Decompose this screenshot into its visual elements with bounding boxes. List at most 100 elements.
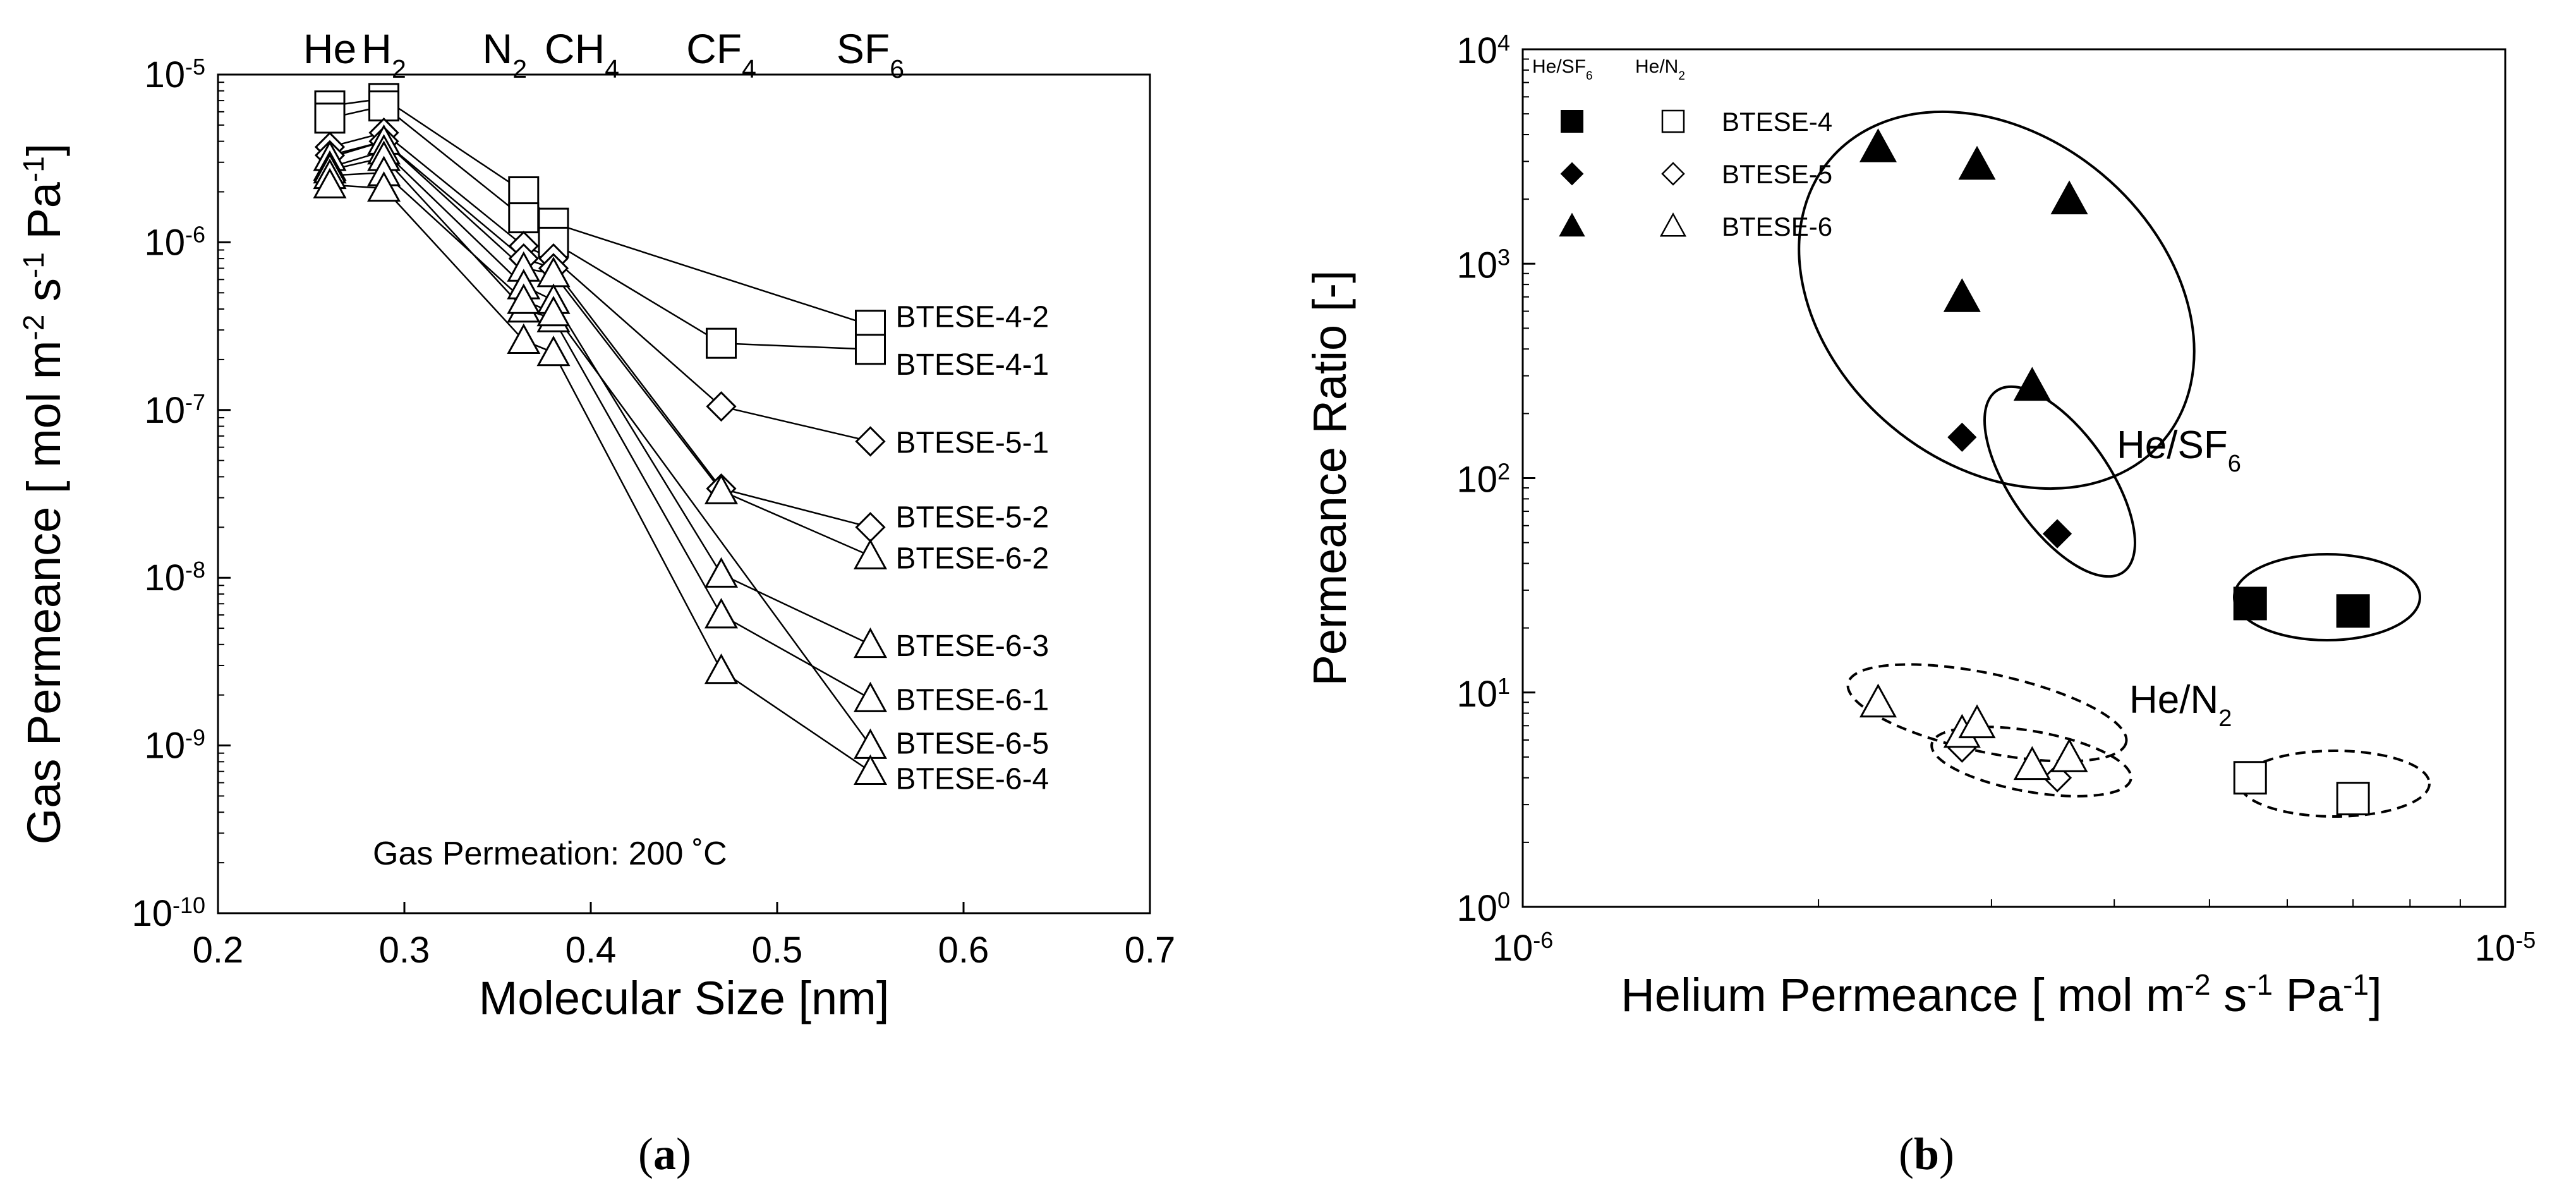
caption-a: (a) [638,1128,691,1181]
panel-a-series-label: BTESE-5-2 [896,501,1049,534]
panel-a-frame [217,73,1151,914]
panel-b-group-label-part-0: He/N [2129,678,2218,722]
panel-a-ytick-label-part-1: -7 [185,389,205,415]
panel-b-group-ellipse-dashed [1846,663,2128,763]
panel-a-gas-label-part-1: 2 [392,54,406,83]
panel-b-legend-marker-filled [1560,162,1584,186]
panel-a-series-line [329,184,871,772]
panel-b-legend-header-filled-part-0: He/SF [1532,56,1586,77]
panel-b-ytick-label-part-0: 10 [1456,888,1497,929]
panel-b-point [2013,367,2051,401]
panel-a-point [855,334,886,365]
panel-a-point [706,391,737,422]
panel-a-series-label: BTESE-4-2 [896,301,1049,334]
panel-b-ytick-label-part-0: 10 [1456,245,1497,286]
panel-a-gas-label: H2 [361,25,406,83]
panel-b-point [1859,683,1897,718]
panel-b-legend-marker-filled [1559,212,1585,237]
panel-a-series-label: BTESE-6-5 [896,727,1049,761]
panel-b-group-label: He/N2 [2129,678,2232,732]
panel-b-xtick-label: 10-6 [1492,927,1554,969]
panel-a-ytick-label-part-0: 10 [131,893,172,934]
panel-a-point [853,754,888,786]
panel-a-ytick-label: 10-8 [144,557,205,599]
panel-a-ytick-label-part-0: 10 [144,222,185,263]
panel-a-series-line [329,131,871,442]
panel-a-point [367,171,401,202]
panel-a-gas-label-part-1: 6 [890,54,904,83]
panel-a-ytick-label-part-0: 10 [144,390,185,431]
panel-a-series-line [329,150,871,645]
panel-a-point [507,283,541,314]
panel-b-legend-header-filled-part-1: 6 [1586,70,1593,83]
panel-a-point [508,176,540,208]
panel-b-point [2050,180,2088,215]
panel-a-point [855,512,886,543]
panel-b-xtick-label: 10-5 [2475,927,2536,969]
panel-b-point [2233,586,2267,621]
panel-b-xlabel-part-1: -2 [2185,968,2211,1001]
panel-b-legend-label: BTESE-6 [1722,212,1832,241]
panel-a-series-line [329,97,871,326]
panel-b-legend-marker-filled [1561,110,1583,133]
panel-a-point [704,473,739,504]
panel-b-point [2013,746,2051,780]
panel-a-chart: 0.2 0.3 0.4 0.5 0.6 0.710-510-610-710-810-910… [17,25,1175,1024]
panel-a-xtick-label: 0.6 [938,930,989,971]
panel-b-legend-header-open-part-0: He/N [1635,56,1678,77]
panel-a-gas-label-part-1: 4 [742,54,756,83]
panel-a-point [507,323,541,354]
panel-a-point [853,681,888,712]
panel-b-group-ellipse [1983,385,2136,578]
panel-a-ylabel-part-6: ] [18,143,70,157]
panel-b-group-ellipse-dashed [1930,725,2132,798]
panel-a-point [508,202,540,234]
panel-b-point [2050,738,2088,772]
panel-b-xlabel-part-2: s [2211,969,2247,1021]
panel-a-series-label: BTESE-4-1 [896,348,1049,382]
panel-b-ytick-label: 102 [1456,458,1510,501]
panel-b-xlabel-part-4: Pa [2273,969,2343,1021]
panel-b-xlabel-part-5: -1 [2343,968,2369,1001]
panel-b-group-ellipse [1798,110,2196,490]
panel-a-point [853,538,888,569]
panel-b-group-label: He/SF6 [2117,423,2241,477]
panel-a-point [536,296,571,327]
panel-a-ytick-label-part-1: -9 [185,724,205,750]
panel-b-point [1947,422,1977,452]
panel-b-legend-marker-open [1661,162,1685,186]
panel-b-ylabel: Permeance Ratio [-] [1303,270,1356,686]
panel-b-xtick-label-part-0: 10 [2475,928,2516,969]
panel-b-ytick-label-part-1: 3 [1497,244,1510,270]
panel-a-point [853,728,888,759]
panel-b-legend-header-open: He/N2 [1635,56,1685,83]
panel-b-ytick-label-part-0: 10 [1456,30,1497,71]
caption-a-letter: a [653,1129,676,1179]
panel-b-legend-marker-open [1659,212,1687,237]
panel-b-point [1958,704,1996,739]
panel-b-point [2042,519,2072,549]
panel-a-xtick-label: 0.4 [565,930,617,971]
panel-b-legend-marker-open [1661,109,1685,133]
panel-a-gas-label-part-1: 4 [605,54,619,83]
panel-a-ytick-label: 10-10 [131,892,205,935]
panel-a-gas-label-part-0: SF [837,25,890,72]
panel-a-gas-label-part-0: CH [545,25,605,72]
panel-a-gas-label: N2 [483,25,527,83]
panel-a-point [313,167,347,198]
panel-b-ytick-label-part-1: 0 [1497,887,1510,913]
panel-b-xtick-label-part-0: 10 [1492,928,1533,969]
panel-b-point [2336,594,2370,628]
panel-a-series-label: BTESE-5-1 [896,426,1049,459]
caption-a-open: ( [638,1129,653,1179]
panel-b-legend-label: BTESE-5 [1722,159,1832,189]
panel-a-ytick-label: 10-9 [144,724,205,767]
panel-b-legend-label: BTESE-4 [1722,107,1832,137]
panel-a-gas-label: CH4 [545,25,619,83]
panel-a-point [536,336,571,367]
panel-a-ytick-label: 10-5 [144,54,205,96]
panel-b-legend-header-open-part-1: 2 [1678,70,1685,83]
panel-a-series-label: BTESE-6-1 [896,684,1049,717]
panel-a-gas-label-part-0: N [483,25,513,72]
panel-b-xlabel-part-3: -1 [2247,968,2273,1001]
